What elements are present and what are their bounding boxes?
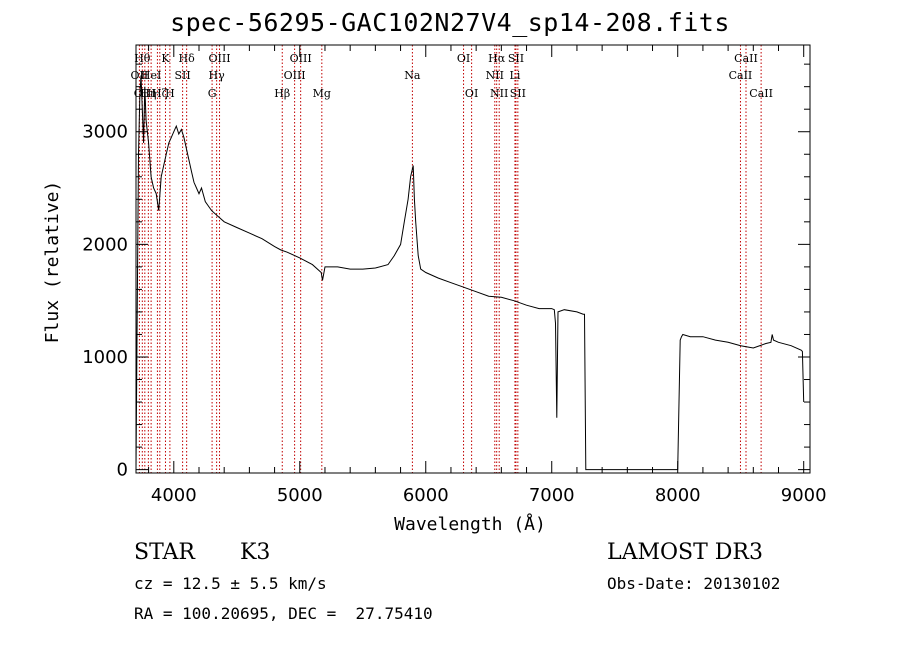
x-tick-label: 8000 [655,485,701,506]
line-label: K [161,52,170,65]
line-label: OIII [290,52,312,65]
line-label: NII [486,69,504,82]
ra-dec-text: RA = 100.20695, DEC = 27.75410 [134,604,433,623]
line-label: Mg [313,87,331,100]
survey-label: LAMOST DR3 [607,540,763,565]
x-axis-ticks: 4000 5000 6000 7000 8000 9000 [149,45,827,506]
line-label: H [165,87,175,100]
line-label: OIII [208,52,230,65]
line-label: SII [508,52,524,65]
y-axis-label: Flux (relative) [42,181,63,344]
line-label: Hβ [274,87,290,100]
x-tick-label: 6000 [403,485,449,506]
line-label: Li [510,69,521,82]
y-axis-ticks: 0 1000 2000 3000 [82,64,810,480]
line-label: CaII [729,69,753,82]
y-tick-label: 1000 [82,347,128,368]
chart-title: spec-56295-GAC102N27V4_sp14-208.fits [0,8,900,37]
line-label: Hα [488,52,506,65]
x-tick-label: 4000 [151,485,197,506]
line-label: OI [457,52,470,65]
y-tick-label: 3000 [82,122,128,143]
line-label: NII [490,87,508,100]
spectral-line-markers [139,45,761,473]
x-tick-label: 5000 [277,485,323,506]
plot-frame [136,45,810,473]
class-label: STAR [134,540,195,565]
x-axis-label: Wavelength (Å) [394,513,546,535]
line-label: HeI [141,69,161,82]
flux-series-line [136,75,804,469]
y-tick-label: 2000 [82,234,128,255]
line-label: Na [404,69,421,82]
line-label: Hδ [179,52,196,65]
line-label: OIII [284,69,306,82]
obs-date-text: Obs-Date: 20130102 [607,574,780,593]
subclass-label: K3 [240,540,270,565]
line-label: Hγ [209,69,226,82]
spectral-line-labels: OIIHθOIIIHηHeIHζKHSIIHδGHγOIIIHβOIIIOIII… [131,52,773,100]
y-tick-label: 0 [117,460,128,481]
line-label: Hθ [134,52,151,65]
line-label: SII [174,69,190,82]
redshift-text: cz = 12.5 ± 5.5 km/s [134,574,327,593]
line-label: G [208,87,217,100]
line-label: SII [510,87,526,100]
line-label: CaII [734,52,758,65]
line-label: OI [465,87,478,100]
x-tick-label: 9000 [781,485,827,506]
line-label: CaII [749,87,773,100]
x-tick-label: 7000 [529,485,575,506]
